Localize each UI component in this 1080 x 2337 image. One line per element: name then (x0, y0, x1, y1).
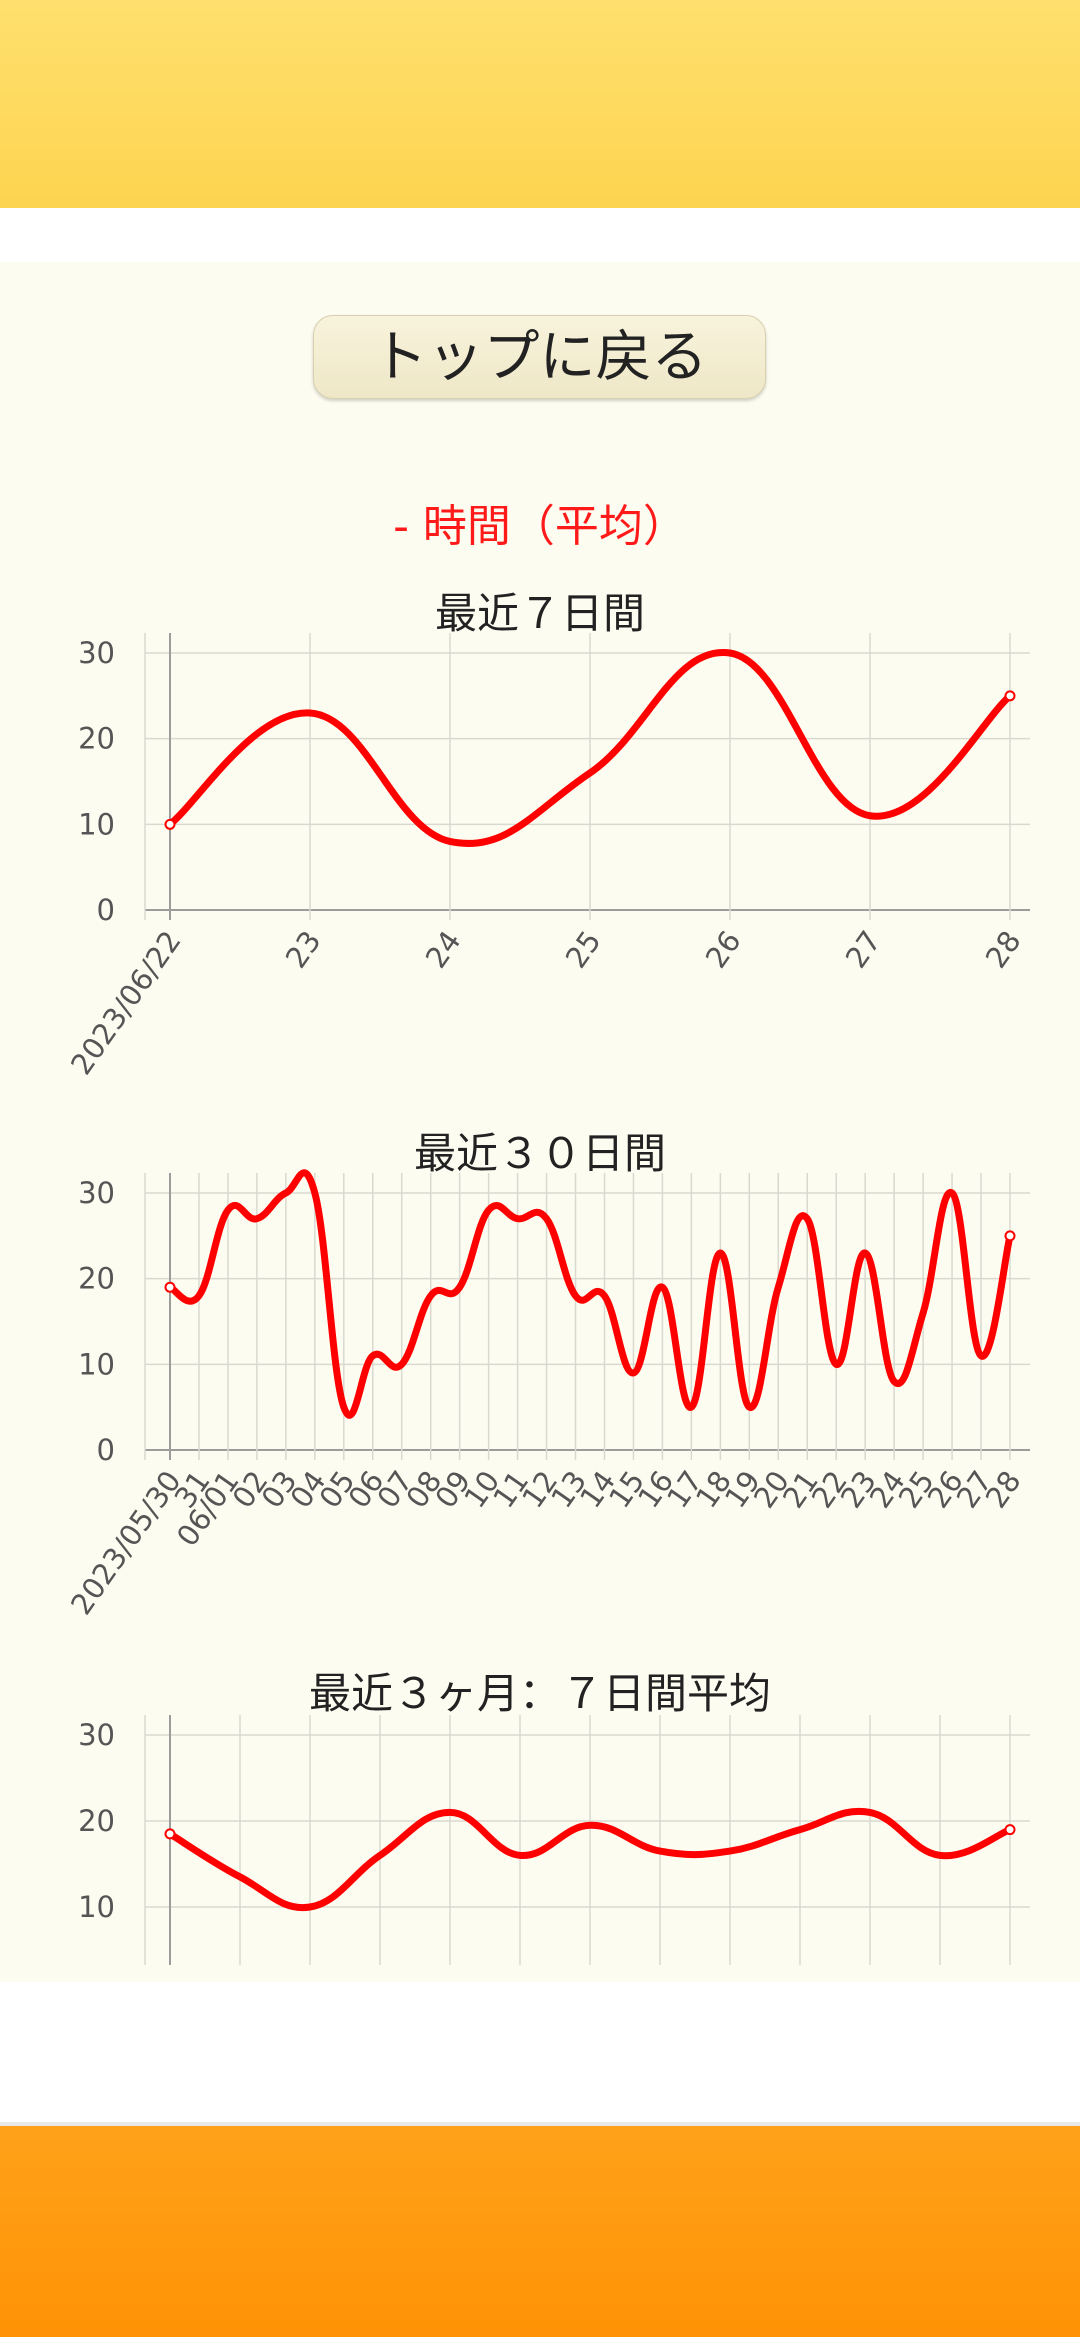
data-point (164, 1281, 176, 1293)
y-tick-label: 30 (78, 1176, 115, 1210)
y-tick-label: 10 (78, 1347, 115, 1381)
y-tick-label: 20 (78, 1262, 115, 1296)
y-tick-label: 30 (78, 1718, 115, 1752)
chart-title: 最近７日間 (435, 589, 645, 638)
footer-bar (0, 2126, 1080, 2337)
chart-title: 最近３ヶ月：７日間平均 (309, 1669, 771, 1718)
y-tick-label: 30 (78, 636, 115, 670)
y-tick-label: 20 (78, 722, 115, 756)
y-tick-label: 20 (78, 1804, 115, 1838)
chart-recent-3-months: 10 20 30 最近３ヶ月：７日間平均 (78, 1669, 1030, 1965)
data-point (164, 1828, 176, 1840)
header-bar (0, 0, 1080, 208)
content-panel (0, 262, 1080, 1982)
chart-title: 最近３０日間 (414, 1129, 666, 1178)
back-to-top-button[interactable]: トップに戻る (313, 315, 766, 399)
data-point (1004, 690, 1016, 702)
chart-recent-30-days: 0102030最近３０日間2023/05/303106/010203040506… (64, 1129, 1030, 1621)
y-tick-label: 0 (97, 893, 115, 927)
y-tick-label: 0 (97, 1433, 115, 1467)
data-point (1004, 1230, 1016, 1242)
series-line (166, 1169, 1014, 1419)
legend-label: - 時間（平均） (393, 501, 687, 552)
footer-divider (0, 2122, 1080, 2126)
data-point (164, 818, 176, 830)
data-point (1004, 1824, 1016, 1836)
y-tick-label: 10 (78, 807, 115, 841)
y-tick-label: 10 (78, 1890, 115, 1924)
